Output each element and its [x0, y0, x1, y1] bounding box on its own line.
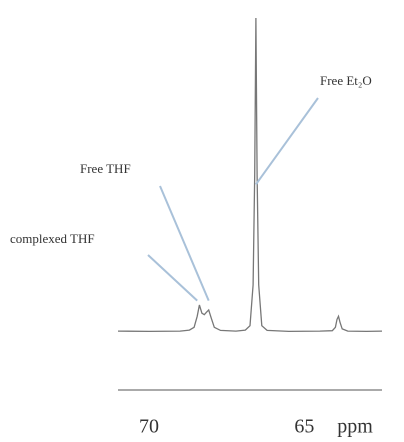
x-tick-label: 65: [294, 416, 314, 438]
x-axis-label: ppm: [337, 416, 373, 438]
annotation-leader: [159, 185, 210, 301]
annotation-leader: [147, 254, 198, 302]
annotation-label: complexed THF: [10, 231, 95, 246]
annotation-leader: [255, 97, 319, 186]
x-tick-label: 70: [139, 416, 159, 438]
spectrum-line: [117, 17, 383, 333]
annotation-label: Free Et₂O: [320, 73, 372, 88]
annotation-label: Free THF: [80, 161, 131, 176]
